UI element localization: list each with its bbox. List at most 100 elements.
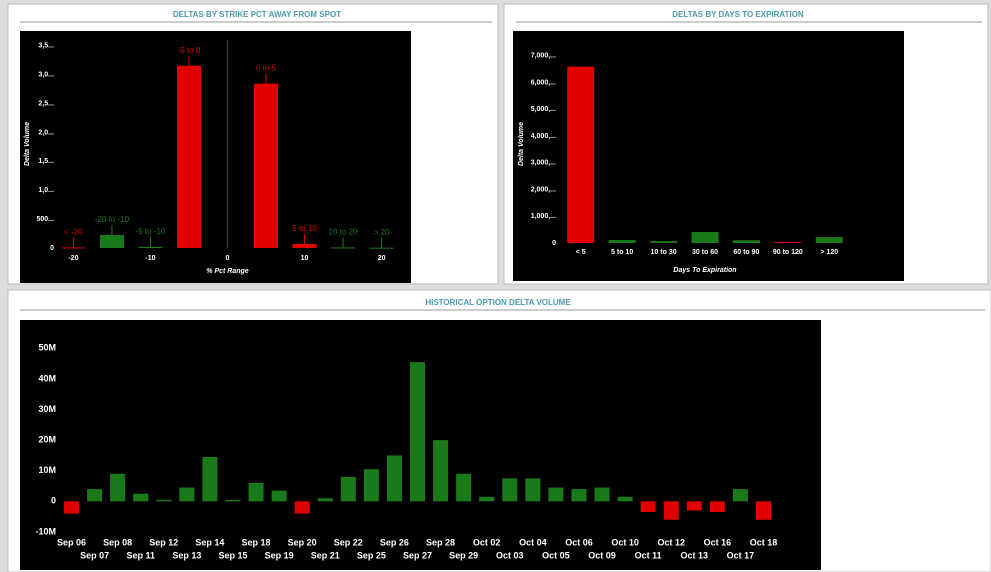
bar <box>732 240 760 243</box>
y-tick-label: 10M <box>38 465 56 475</box>
x-tick-label: -10 <box>145 255 155 262</box>
bar <box>110 473 126 502</box>
panel-title: DELTAS BY STRIKE PCT AWAY FROM SPOT <box>173 10 341 19</box>
x-tick-label: Sep 06 <box>57 537 86 547</box>
y-tick-label: 0 <box>51 496 56 506</box>
y-tick-label: 3,0... <box>38 72 54 79</box>
data-label: 10 to 20 <box>329 228 358 237</box>
x-tick-label: Sep 21 <box>311 550 340 560</box>
plot-background <box>20 31 411 283</box>
y-tick-label: 2,5... <box>38 100 54 107</box>
x-tick-label: Sep 18 <box>242 537 271 547</box>
y-tick-label: 6,000,... <box>531 79 556 86</box>
x-tick-label: Sep 11 <box>126 550 155 560</box>
y-tick-label: 3,000,... <box>531 160 556 167</box>
x-tick-label: Sep 28 <box>426 537 455 547</box>
bar <box>386 455 402 502</box>
bar <box>363 469 379 502</box>
bar <box>225 499 241 502</box>
x-tick-label: Sep 08 <box>103 537 132 547</box>
data-label: -5 to 0 <box>178 46 201 55</box>
bar <box>248 482 264 502</box>
x-tick-label: Sep 25 <box>357 550 386 560</box>
x-tick-label: Sep 13 <box>172 550 201 560</box>
bar <box>271 490 287 502</box>
bar <box>202 456 218 502</box>
bar <box>732 489 748 502</box>
x-tick-label: Sep 15 <box>218 550 247 560</box>
bar <box>617 496 633 502</box>
bar <box>774 241 802 243</box>
bar <box>691 232 719 243</box>
y-tick-label: 2,0... <box>38 129 54 136</box>
x-axis-label: Days To Expiration <box>673 267 736 274</box>
x-tick-label: -20 <box>68 255 78 262</box>
x-tick-label: Oct 12 <box>657 537 685 547</box>
x-tick-label: Sep 19 <box>265 550 294 560</box>
bar <box>686 501 702 511</box>
bar <box>331 247 356 249</box>
x-tick-label: Sep 22 <box>334 537 363 547</box>
x-tick-label: Sep 29 <box>449 550 478 560</box>
x-tick-label: 20 <box>378 255 386 262</box>
x-tick-label: 60 to 90 <box>733 249 759 256</box>
bar <box>571 489 587 502</box>
y-axis-label: Delta Volume <box>24 122 31 166</box>
x-tick-label: Oct 02 <box>473 537 501 547</box>
bar <box>594 487 610 502</box>
bar <box>254 83 279 248</box>
y-tick-label: 4,000,... <box>531 133 556 140</box>
x-tick-label: < 5 <box>576 249 586 256</box>
bar <box>525 478 541 502</box>
bar <box>138 246 163 248</box>
data-label: -20 to -10 <box>95 215 130 224</box>
x-tick-label: Sep 14 <box>195 537 224 547</box>
y-tick-label: 3,5... <box>38 43 54 50</box>
y-tick-label: 1,5... <box>38 158 54 165</box>
y-tick-label: 1,000,... <box>531 213 556 220</box>
x-tick-label: 10 <box>301 255 309 262</box>
bar <box>99 235 124 248</box>
panel-title: DELTAS BY DAYS TO EXPIRATION <box>672 10 804 19</box>
bar <box>179 487 195 502</box>
x-tick-label: Sep 20 <box>288 537 317 547</box>
panel-title: HISTORICAL OPTION DELTA VOLUME <box>425 298 571 307</box>
bar <box>133 493 149 502</box>
bar <box>663 501 679 520</box>
y-tick-label: 500... <box>36 216 54 223</box>
bar <box>317 498 333 502</box>
bar <box>369 247 394 249</box>
x-tick-label: Oct 04 <box>519 537 547 547</box>
bar <box>176 65 201 248</box>
y-tick-label: 2,000,... <box>531 186 556 193</box>
x-tick-label: > 120 <box>820 249 838 256</box>
bar <box>61 247 86 249</box>
data-label: < -20 <box>64 228 83 237</box>
y-tick-label: 0 <box>552 240 556 247</box>
y-tick-label: 50M <box>38 343 56 353</box>
bar <box>815 237 843 243</box>
bar <box>755 501 771 520</box>
y-tick-label: 5,000,... <box>531 106 556 113</box>
x-tick-label: Oct 10 <box>611 537 639 547</box>
bar <box>340 476 356 502</box>
x-tick-label: Oct 16 <box>704 537 732 547</box>
y-tick-label: 7,000,... <box>531 53 556 60</box>
data-label: > 20 <box>374 228 390 237</box>
x-tick-label: 0 <box>226 255 230 262</box>
bar <box>650 241 678 243</box>
x-tick-label: Oct 06 <box>565 537 593 547</box>
bar <box>640 501 656 513</box>
x-tick-label: 30 to 60 <box>692 249 718 256</box>
x-tick-label: Sep 27 <box>403 550 432 560</box>
x-tick-label: 90 to 120 <box>773 249 803 256</box>
x-tick-label: Oct 13 <box>681 550 709 560</box>
x-tick-label: Oct 17 <box>727 550 755 560</box>
x-tick-label: 10 to 30 <box>651 249 677 256</box>
x-tick-label: Sep 07 <box>80 550 109 560</box>
y-tick-label: 20M <box>38 435 56 445</box>
x-tick-label: Oct 09 <box>588 550 616 560</box>
bar <box>294 501 310 514</box>
